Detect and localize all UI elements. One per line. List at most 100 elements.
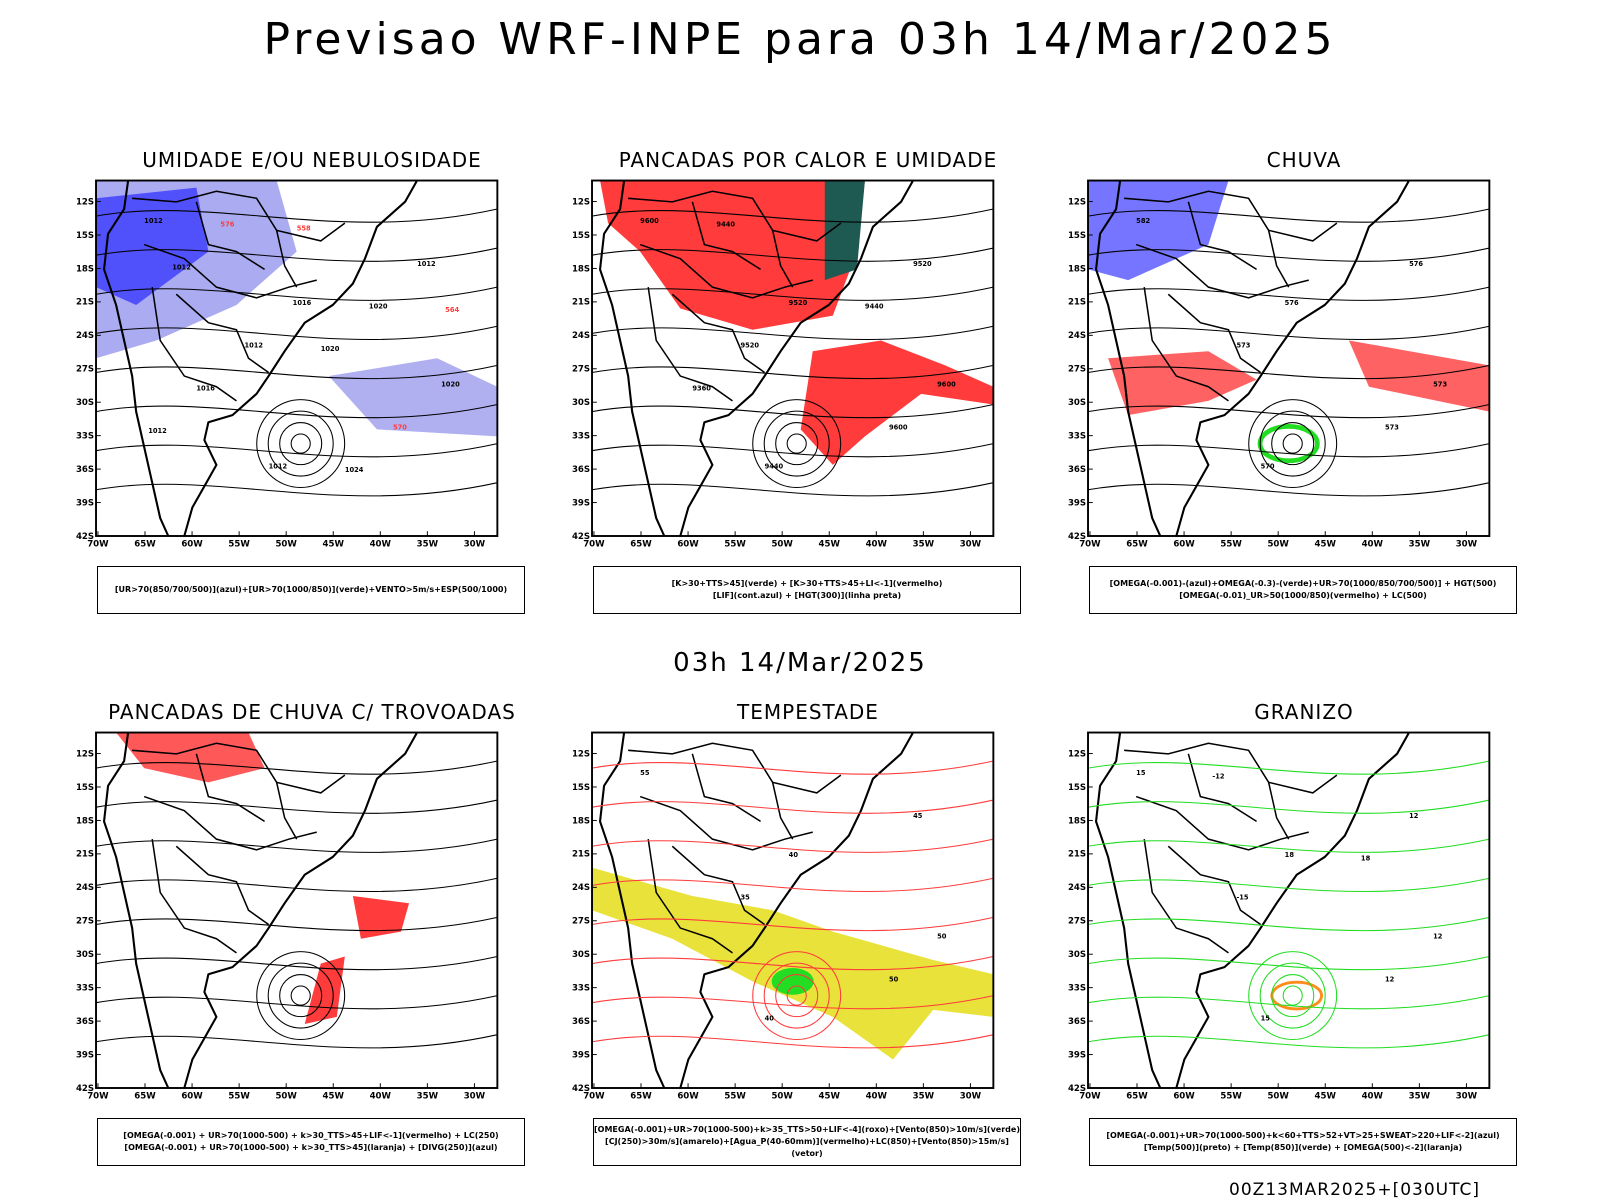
lat-label: 12S <box>76 749 94 759</box>
borders-layer <box>1124 190 1338 402</box>
lat-label: 15S <box>572 231 590 241</box>
lat-label: 24S <box>572 883 590 893</box>
contour-label: 9520 <box>789 299 808 307</box>
lat-label: 39S <box>1068 498 1086 508</box>
contour-line <box>1087 482 1490 497</box>
lat-label: 27S <box>572 365 590 375</box>
contour-label: 12 <box>1409 812 1419 820</box>
contour-label: 40 <box>765 1014 775 1022</box>
lat-label: 15S <box>572 783 590 793</box>
legend-line: [OMEGA(-0.001)-(azul)+OMEGA(-0.3)-(verde… <box>1109 579 1497 588</box>
contour-line <box>1087 208 1490 223</box>
contour-label: 1020 <box>441 381 460 389</box>
humidity-850-area <box>96 187 209 305</box>
contour-line <box>1087 955 1490 971</box>
panel-title: UMIDADE E/OU NEBULOSIDADE <box>142 148 482 172</box>
legend-line: [OMEGA(-0.001)+UR>70(1000-500)+k>35_TTS>… <box>594 1125 1020 1134</box>
cyclone-ring <box>279 974 323 1018</box>
lat-label: 39S <box>572 498 590 508</box>
panel-title: PANCADAS DE CHUVA C/ TROVOADAS <box>108 700 516 724</box>
lon-label: 30W <box>1456 540 1478 550</box>
cyclone-ring <box>763 410 830 477</box>
contour-label: 15 <box>1261 1014 1271 1022</box>
border-line <box>1124 742 1338 794</box>
contour-label: 9440 <box>716 221 735 229</box>
contour-line <box>95 325 498 341</box>
contour-labels: 15 18 12 15 12 -15 12 -12 18 <box>1136 769 1443 1022</box>
lon-label: 55W <box>1220 1092 1242 1102</box>
map-frame <box>95 731 499 1089</box>
lon-label: 35W <box>913 540 935 550</box>
forecast-map: 15 18 12 15 12 -15 12 -12 18 12S 15S 18S 21S 24S 27S 30… <box>1068 731 1491 1102</box>
lat-label: 30S <box>572 950 590 960</box>
panel-title: TEMPESTADE <box>737 700 879 724</box>
border-line <box>628 190 842 242</box>
border-line <box>132 190 346 242</box>
map-frame <box>1087 179 1491 537</box>
lon-label: 70W <box>1079 1092 1101 1102</box>
lat-label: 18S <box>572 264 590 274</box>
lat-label: 39S <box>572 1050 590 1060</box>
coastline-layer <box>102 732 419 1089</box>
west-coastline <box>1094 180 1162 537</box>
lon-label: 35W <box>1409 540 1431 550</box>
contour-line <box>591 482 994 497</box>
lat-label: 27S <box>76 365 94 375</box>
lat-label: 42S <box>572 1084 590 1094</box>
lon-label: 45W <box>1315 540 1337 550</box>
lat-label: 18S <box>76 264 94 274</box>
border-line <box>647 287 733 402</box>
contour-line <box>95 916 498 932</box>
contour-line <box>1087 1034 1490 1049</box>
forecast-time-title: 03h 14/Mar/2025 <box>673 648 927 678</box>
lat-label: 18S <box>1068 264 1086 274</box>
lon-label: 40W <box>1362 1092 1384 1102</box>
lat-label: 33S <box>76 432 94 442</box>
lat-label: 30S <box>76 398 94 408</box>
contour-line <box>1087 838 1490 853</box>
contour-line <box>95 247 498 262</box>
lon-label: 65W <box>1126 540 1148 550</box>
contour-line <box>95 286 498 301</box>
lon-label: 45W <box>819 540 841 550</box>
contour-line <box>591 877 994 893</box>
lat-label: 24S <box>76 883 94 893</box>
lat-label: 15S <box>1068 231 1086 241</box>
lon-label: 70W <box>1079 540 1101 550</box>
contour-label: 45 <box>913 812 923 820</box>
contour-label: 35 <box>741 894 751 902</box>
lat-label: 12S <box>76 197 94 207</box>
contour-label: 1020 <box>321 345 340 353</box>
contour-label: -12 <box>1212 773 1224 781</box>
border-line <box>151 839 237 954</box>
border-line <box>1187 201 1257 271</box>
lat-label: 42S <box>1068 532 1086 542</box>
border-line <box>1267 782 1290 840</box>
contour-line <box>1087 364 1490 380</box>
legend-box: [K>30+TTS>45](verde) + [K>30+TTS>45+LI<-… <box>593 566 1021 614</box>
border-line <box>771 782 794 840</box>
contour-label: 1012 <box>417 260 436 268</box>
lon-label: 50W <box>1267 540 1289 550</box>
contour-label: 576 <box>1409 260 1423 268</box>
lon-label: 60W <box>1173 1092 1195 1102</box>
contour-label: 564 <box>445 306 459 314</box>
lat-label: 39S <box>1068 1050 1086 1060</box>
contour-label: 18 <box>1285 851 1295 859</box>
contour-line <box>591 364 994 380</box>
lon-label: 65W <box>134 1092 156 1102</box>
lon-label: 35W <box>417 1092 439 1102</box>
contour-label: 1012 <box>269 462 288 470</box>
contour-line <box>1087 403 1490 419</box>
contour-label: 9600 <box>640 217 659 225</box>
border-line <box>1267 230 1290 288</box>
contour-lines <box>1087 208 1490 497</box>
lat-label: 21S <box>1068 850 1086 860</box>
contour-label: 50 <box>937 933 947 941</box>
border-line <box>1124 190 1338 242</box>
lat-label: 24S <box>1068 883 1086 893</box>
contour-line <box>1087 247 1490 262</box>
lat-label: 42S <box>76 1084 94 1094</box>
